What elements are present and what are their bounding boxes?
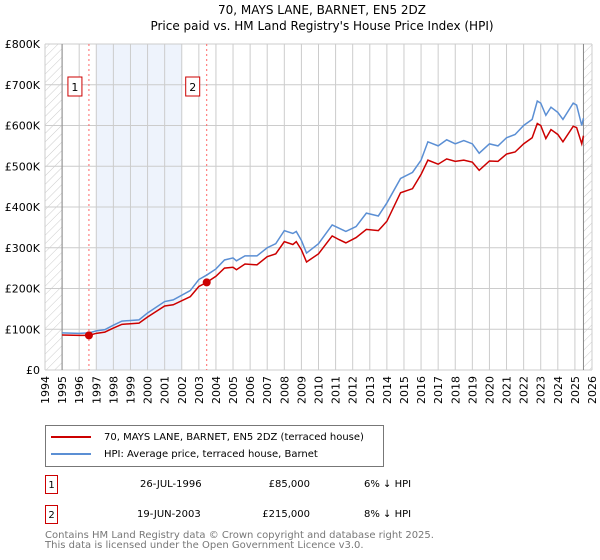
x-tick-label: 1996 xyxy=(73,376,86,404)
legend: 70, MAYS LANE, BARNET, EN5 2DZ (terraced… xyxy=(45,425,384,467)
legend-label: HPI: Average price, terraced house, Barn… xyxy=(104,448,318,460)
y-tick-label: £200K xyxy=(5,283,41,296)
transaction-row: 2 19-JUN-2003 £215,000 8% ↓ HPI xyxy=(45,505,445,525)
x-tick-label: 2008 xyxy=(278,376,291,404)
x-tick-label: 2023 xyxy=(535,376,548,404)
transaction-hpi-diff: 8% ↓ HPI xyxy=(364,509,412,520)
blue-line-swatch xyxy=(51,453,91,455)
price-chart: 70, MAYS LANE, BARNET, EN5 2DZ Price pai… xyxy=(5,3,599,404)
x-tick-label: 1995 xyxy=(56,376,69,404)
y-tick-label: £700K xyxy=(5,79,41,92)
legend-item-hpi: HPI: Average price, terraced house, Barn… xyxy=(46,446,318,462)
x-tick-label: 2005 xyxy=(227,376,240,404)
legend-item-property: 70, MAYS LANE, BARNET, EN5 2DZ (terraced… xyxy=(46,429,364,445)
x-tick-label: 2015 xyxy=(398,376,411,404)
x-tick-label: 2013 xyxy=(364,376,377,404)
hpi-line xyxy=(62,99,585,335)
footer: Contains HM Land Registry data © Crown c… xyxy=(45,531,434,551)
marker-badge: 1 xyxy=(45,475,58,494)
x-tick-label: 2006 xyxy=(244,376,257,404)
x-tick-label: 2002 xyxy=(176,376,189,404)
x-tick-label: 2009 xyxy=(295,376,308,404)
y-tick-label: £600K xyxy=(5,120,41,133)
x-tick-label: 2010 xyxy=(313,376,326,404)
x-tick-label: 2017 xyxy=(432,376,445,404)
sale-marker-label: 2 xyxy=(189,81,196,94)
chart-title: 70, MAYS LANE, BARNET, EN5 2DZ xyxy=(218,3,426,17)
transaction-hpi-diff: 6% ↓ HPI xyxy=(364,479,412,490)
x-tick-label: 1994 xyxy=(39,376,52,404)
x-tick-label: 2026 xyxy=(586,376,599,404)
x-tick-label: 2012 xyxy=(347,376,360,404)
x-tick-label: 2024 xyxy=(552,376,565,404)
x-tick-label: 2011 xyxy=(330,376,343,404)
y-tick-label: £100K xyxy=(5,323,41,336)
red-line-swatch xyxy=(51,436,91,438)
y-tick-label: £800K xyxy=(5,38,41,51)
transaction-date: 26-JUL-1996 xyxy=(140,479,202,490)
sale-marker-box xyxy=(67,76,83,97)
transaction-price: £215,000 xyxy=(262,509,310,520)
x-tick-label: 1997 xyxy=(90,376,103,404)
x-tick-label: 2021 xyxy=(501,376,514,404)
x-tick-label: 2022 xyxy=(518,376,531,404)
sale-marker-box xyxy=(185,76,201,97)
chart-subtitle: Price paid vs. HM Land Registry's House … xyxy=(150,19,493,33)
x-tick-label: 1999 xyxy=(124,376,137,404)
x-tick-label: 2000 xyxy=(142,376,155,404)
marker-badge: 2 xyxy=(45,505,58,524)
x-tick-label: 1998 xyxy=(107,376,120,404)
x-tick-label: 2018 xyxy=(449,376,462,404)
copyright-text: Contains HM Land Registry data © Crown c… xyxy=(45,530,434,541)
y-tick-label: £0 xyxy=(26,364,40,377)
y-tick-label: £400K xyxy=(5,201,41,214)
x-tick-label: 2016 xyxy=(415,376,428,404)
y-tick-label: £500K xyxy=(5,160,41,173)
x-tick-label: 2014 xyxy=(381,376,394,404)
y-tick-label: £300K xyxy=(5,242,41,255)
sale-point xyxy=(202,278,211,287)
transaction-price: £85,000 xyxy=(268,479,310,490)
property-price-line xyxy=(62,122,585,337)
x-tick-label: 2025 xyxy=(569,376,582,404)
x-tick-label: 2019 xyxy=(466,376,479,404)
x-tick-label: 2007 xyxy=(261,376,274,404)
x-tick-label: 2003 xyxy=(193,376,206,404)
x-tick-label: 2004 xyxy=(210,376,223,404)
x-tick-label: 2001 xyxy=(159,376,172,404)
sale-marker-label: 1 xyxy=(71,81,78,94)
transaction-row: 1 26-JUL-1996 £85,000 6% ↓ HPI xyxy=(45,475,445,495)
transaction-date: 19-JUN-2003 xyxy=(137,509,201,520)
sale-point xyxy=(84,331,93,340)
x-tick-label: 2020 xyxy=(483,376,496,404)
licence-text: This data is licensed under the Open Gov… xyxy=(45,540,364,551)
legend-label: 70, MAYS LANE, BARNET, EN5 2DZ (terraced… xyxy=(104,431,364,443)
